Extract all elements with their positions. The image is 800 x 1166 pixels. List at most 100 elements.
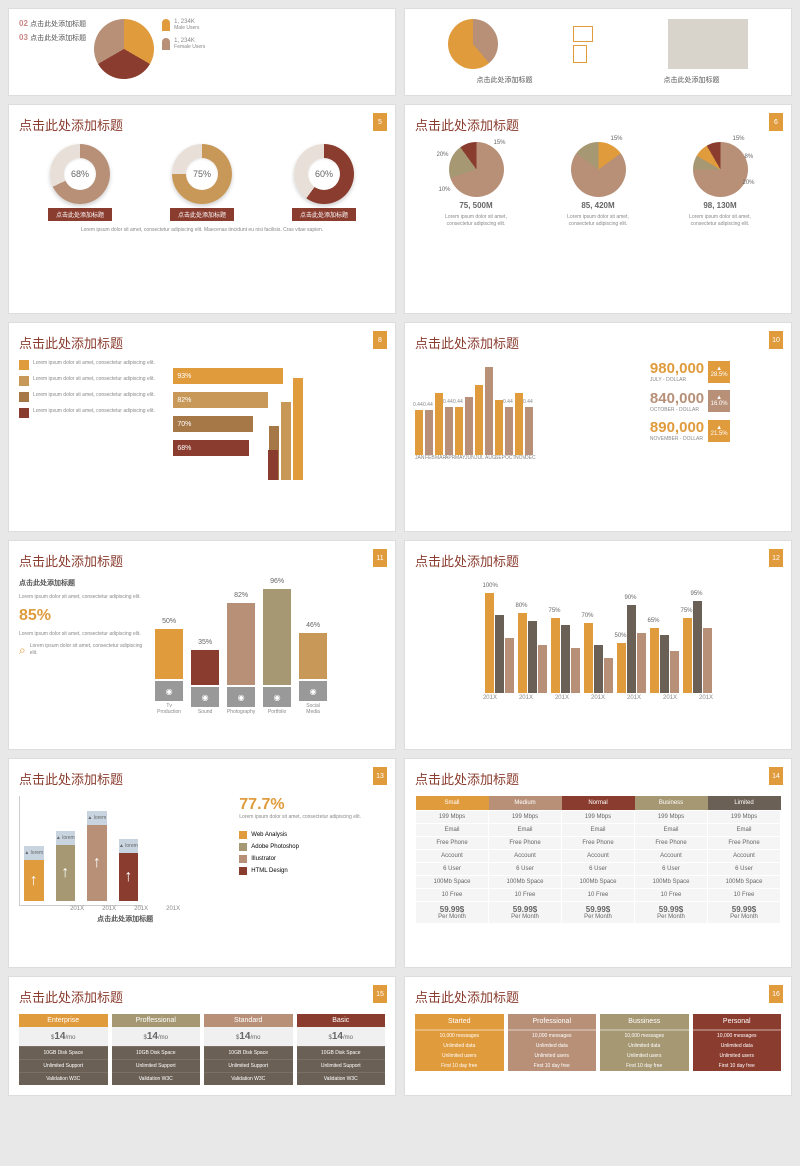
bar: 0.44 <box>505 407 513 455</box>
badge: 13 <box>373 767 387 785</box>
badge: 14 <box>769 767 783 785</box>
bar <box>465 397 473 455</box>
plan-card: Professional10,000 messagesUnlimited dat… <box>508 1014 597 1071</box>
pie: 15%85, 420MLorem ipsum dolor sit amet, c… <box>563 142 633 227</box>
donut: 68%点击此处添加标题 <box>48 144 112 221</box>
bar: 0.44 <box>455 407 463 455</box>
price-card: Standard$14/mo10GB Disk SpaceUnlimited S… <box>204 1014 293 1085</box>
caption: 点击此处添加标题 <box>664 75 720 85</box>
slide-9: 点击此处添加标题 13 ▲ lorem↑▲ lorem↑▲ lorem↑▲ lo… <box>8 758 396 968</box>
bar: 0.44 <box>445 407 453 455</box>
num-02: 02 <box>19 19 28 28</box>
legend: 1, 234KMale Users 1, 234KFemale Users <box>162 19 205 50</box>
num-03: 03 <box>19 33 28 42</box>
slide-8: 点击此处添加标题 12 100%80%75%70%50%90%65%75%95%… <box>404 540 792 750</box>
month-labels: JANFEBMARAPRMAYJUNJULAUGSEPOCTNOVDEC <box>415 455 642 461</box>
bar-group: 80% <box>518 613 547 693</box>
icon-bar: 50%◉Tv Production <box>155 618 183 715</box>
big-pct: 77.7% <box>239 796 378 814</box>
icon-bar: 46%◉Social Media <box>299 622 327 715</box>
phone-icon <box>573 45 587 63</box>
slide-10: 点击此处添加标题 14 SmallMediumNormalBusinessLim… <box>404 758 792 968</box>
bullet-list: Lorem ipsum dolor sit amet, consectetur … <box>19 360 165 418</box>
stat: 840,000OCTOBER - DOLLAR▲16.0% <box>650 390 730 414</box>
slide-5: 点击此处添加标题 8 Lorem ipsum dolor sit amet, c… <box>8 322 396 532</box>
male-icon <box>162 19 170 31</box>
pie-chart <box>94 19 154 79</box>
slide-11: 点击此处添加标题 15 Enterprise$14/mo10GB Disk Sp… <box>8 976 396 1096</box>
bar-group: 75% <box>551 618 580 693</box>
slide-title: 点击此处添加标题 <box>19 769 385 788</box>
info-box <box>668 19 748 69</box>
arrow-vert <box>293 378 303 480</box>
donut-row: 68%点击此处添加标题75%点击此处添加标题60%点击此处添加标题 <box>19 144 385 221</box>
icon-bar: 35%◉Sound <box>191 639 219 715</box>
arrow-vert <box>268 450 278 480</box>
legend-item: Adobe Photoshop <box>239 843 378 851</box>
arrow: 68% <box>173 440 249 456</box>
pie: 20%10%15%75, 500MLorem ipsum dolor sit a… <box>441 142 511 227</box>
arrow: 82% <box>173 392 268 408</box>
legend-item: Web Analysis <box>239 831 378 839</box>
badge: 12 <box>769 549 783 567</box>
slide-title: 点击此处添加标题 <box>415 333 781 352</box>
bar-group: 75%95% <box>683 601 712 693</box>
year-labels: 201X201X201X201X <box>19 906 231 912</box>
badge: 16 <box>769 985 783 1003</box>
stats-list: 980,000JULY - DOLLAR▲28.5% 840,000OCTOBER… <box>650 360 730 443</box>
bullet: Lorem ipsum dolor sit amet, consectetur … <box>19 360 165 370</box>
slide-1: 02 点击此处添加标题 03 点击此处添加标题 1, 234KMale User… <box>8 8 396 96</box>
bar <box>475 385 483 455</box>
pie: 15%8%20%98, 130MLorem ipsum dolor sit am… <box>685 142 755 227</box>
stat: 890,000NOVEMBER - DOLLAR▲21.5% <box>650 419 730 443</box>
bar-group: 70% <box>584 623 613 693</box>
icon-bars: 50%◉Tv Production35%◉Sound82%◉Photograph… <box>155 578 375 715</box>
slide-title: 点击此处添加标题 <box>19 115 385 134</box>
badge: 15 <box>373 985 387 1003</box>
slide-3: 点击此处添加标题 5 68%点击此处添加标题75%点击此处添加标题60%点击此处… <box>8 104 396 314</box>
slide-title: 点击此处添加标题 <box>19 333 385 352</box>
stat: 980,000JULY - DOLLAR▲28.5% <box>650 360 730 384</box>
legend-item: HTML Design <box>239 867 378 875</box>
badge: 8 <box>373 331 387 349</box>
desc: Lorem ipsum dolor sit amet, consectetur … <box>19 227 385 234</box>
num-list: 02 点击此处添加标题 03 点击此处添加标题 <box>19 19 86 43</box>
arrow-bar: ▲ lorem↑ <box>87 811 107 901</box>
grouped-bars: 100%80%75%70%50%90%65%75%95% <box>415 578 781 693</box>
pie-row: 20%10%15%75, 500MLorem ipsum dolor sit a… <box>415 142 781 227</box>
bullet: Lorem ipsum dolor sit amet, consectetur … <box>19 392 165 402</box>
slide-grid: 02 点击此处添加标题 03 点击此处添加标题 1, 234KMale User… <box>0 0 800 1104</box>
slide-title: 点击此处添加标题 <box>415 987 781 1006</box>
bar-group: 100% <box>485 593 514 693</box>
pie-chart <box>448 19 498 69</box>
bar-group: 65% <box>650 628 679 693</box>
slide-6: 点击此处添加标题 10 0.440.440.440.440.440.44 JAN… <box>404 322 792 532</box>
legend: Web AnalysisAdobe PhotoshopIllustratorHT… <box>239 831 378 875</box>
arrow-bar: ▲ lorem↑ <box>119 839 139 901</box>
bar <box>515 393 523 455</box>
price-card: Basic$14/mo10GB Disk SpaceUnlimited Supp… <box>297 1014 386 1085</box>
slide-title: 点击此处添加标题 <box>415 551 781 570</box>
slide-title: 点击此处添加标题 <box>19 551 385 570</box>
slide-2: 点击此处添加标题 点击此处添加标题 <box>404 8 792 96</box>
left-info: 点击此处添加标题 Lorem ipsum dolor sit amet, con… <box>19 578 147 658</box>
price-cards: Enterprise$14/mo10GB Disk SpaceUnlimited… <box>19 1014 385 1085</box>
arrow-bar: ▲ lorem↑ <box>56 831 76 901</box>
donut: 75%点击此处添加标题 <box>170 144 234 221</box>
badge: 6 <box>769 113 783 131</box>
bar: 0.44 <box>425 410 433 455</box>
slide-12: 点击此处添加标题 16 Started10,000 messagesUnlimi… <box>404 976 792 1096</box>
slide-title: 点击此处添加标题 <box>415 115 781 134</box>
badge: 5 <box>373 113 387 131</box>
bar <box>495 400 503 455</box>
bullet: Lorem ipsum dolor sit amet, consectetur … <box>19 376 165 386</box>
female-icon <box>162 38 170 50</box>
slide-title: 点击此处添加标题 <box>415 769 781 788</box>
arrow-bar-chart: ▲ lorem↑▲ lorem↑▲ lorem↑▲ lorem↑ <box>19 796 142 906</box>
bar: 0.44 <box>415 410 423 455</box>
slide-4: 点击此处添加标题 6 20%10%15%75, 500MLorem ipsum … <box>404 104 792 314</box>
caption: 点击此处添加标题 <box>477 75 533 85</box>
monthly-bars: 0.440.440.440.440.440.44 <box>415 360 556 455</box>
bar <box>485 367 493 455</box>
badge: 10 <box>769 331 783 349</box>
